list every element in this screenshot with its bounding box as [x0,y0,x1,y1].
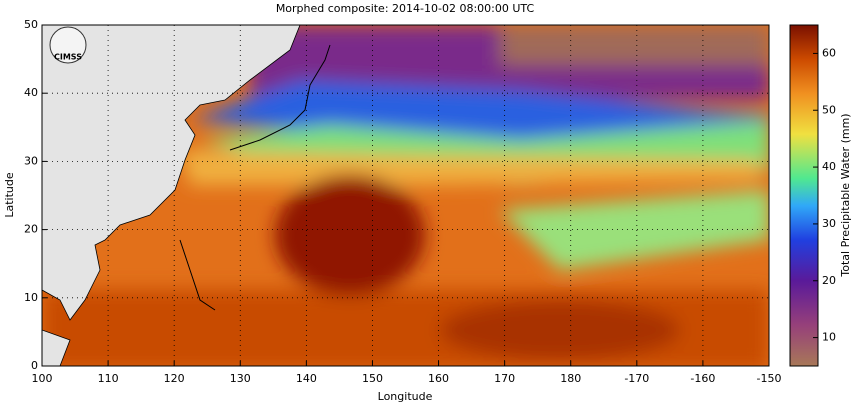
y-tick-label: 30 [24,154,38,167]
x-tick-label: 130 [230,372,251,385]
y-tick-label: 40 [24,86,38,99]
colorbar-tick-label: 10 [822,331,836,344]
tpw-map [42,25,769,366]
colorbar [789,24,819,367]
colorbar-tick-label: 20 [822,274,836,287]
colorbar-tick-label: 60 [822,46,836,59]
x-tick-label: 140 [296,372,317,385]
coastline [229,44,331,151]
colorbar-label: Total Precipitable Water (mm) [839,113,852,277]
land [42,329,71,366]
y-tick-label: 20 [24,223,38,236]
x-axis-label: Longitude [378,390,433,403]
x-tick-label: 170 [494,372,515,385]
y-axis-label: Latitude [3,172,16,218]
title: Morphed composite: 2014-10-02 08:00:00 U… [276,2,535,15]
x-tick-label: 180 [560,372,581,385]
x-tick-label: -150 [757,372,782,385]
y-tick-label: 50 [24,18,38,31]
x-tick-label: 110 [98,372,119,385]
map-frame [41,24,770,367]
land [42,25,301,321]
x-tick-label: 160 [428,372,449,385]
x-tick-label: -170 [624,372,649,385]
x-tick-label: 100 [32,372,53,385]
logo-text: CIMSS [54,53,82,62]
x-tick-label: 120 [164,372,185,385]
colorbar-tick-label: 50 [822,103,836,116]
x-tick-label: -160 [690,372,715,385]
coastline [179,239,216,311]
y-tick-label: 10 [24,291,38,304]
x-tick-label: 150 [362,372,383,385]
colorbar-tick-label: 40 [822,160,836,173]
colorbar-tick-label: 30 [822,217,836,230]
y-tick-label: 0 [31,359,38,372]
logo: CIMSS [49,26,87,64]
